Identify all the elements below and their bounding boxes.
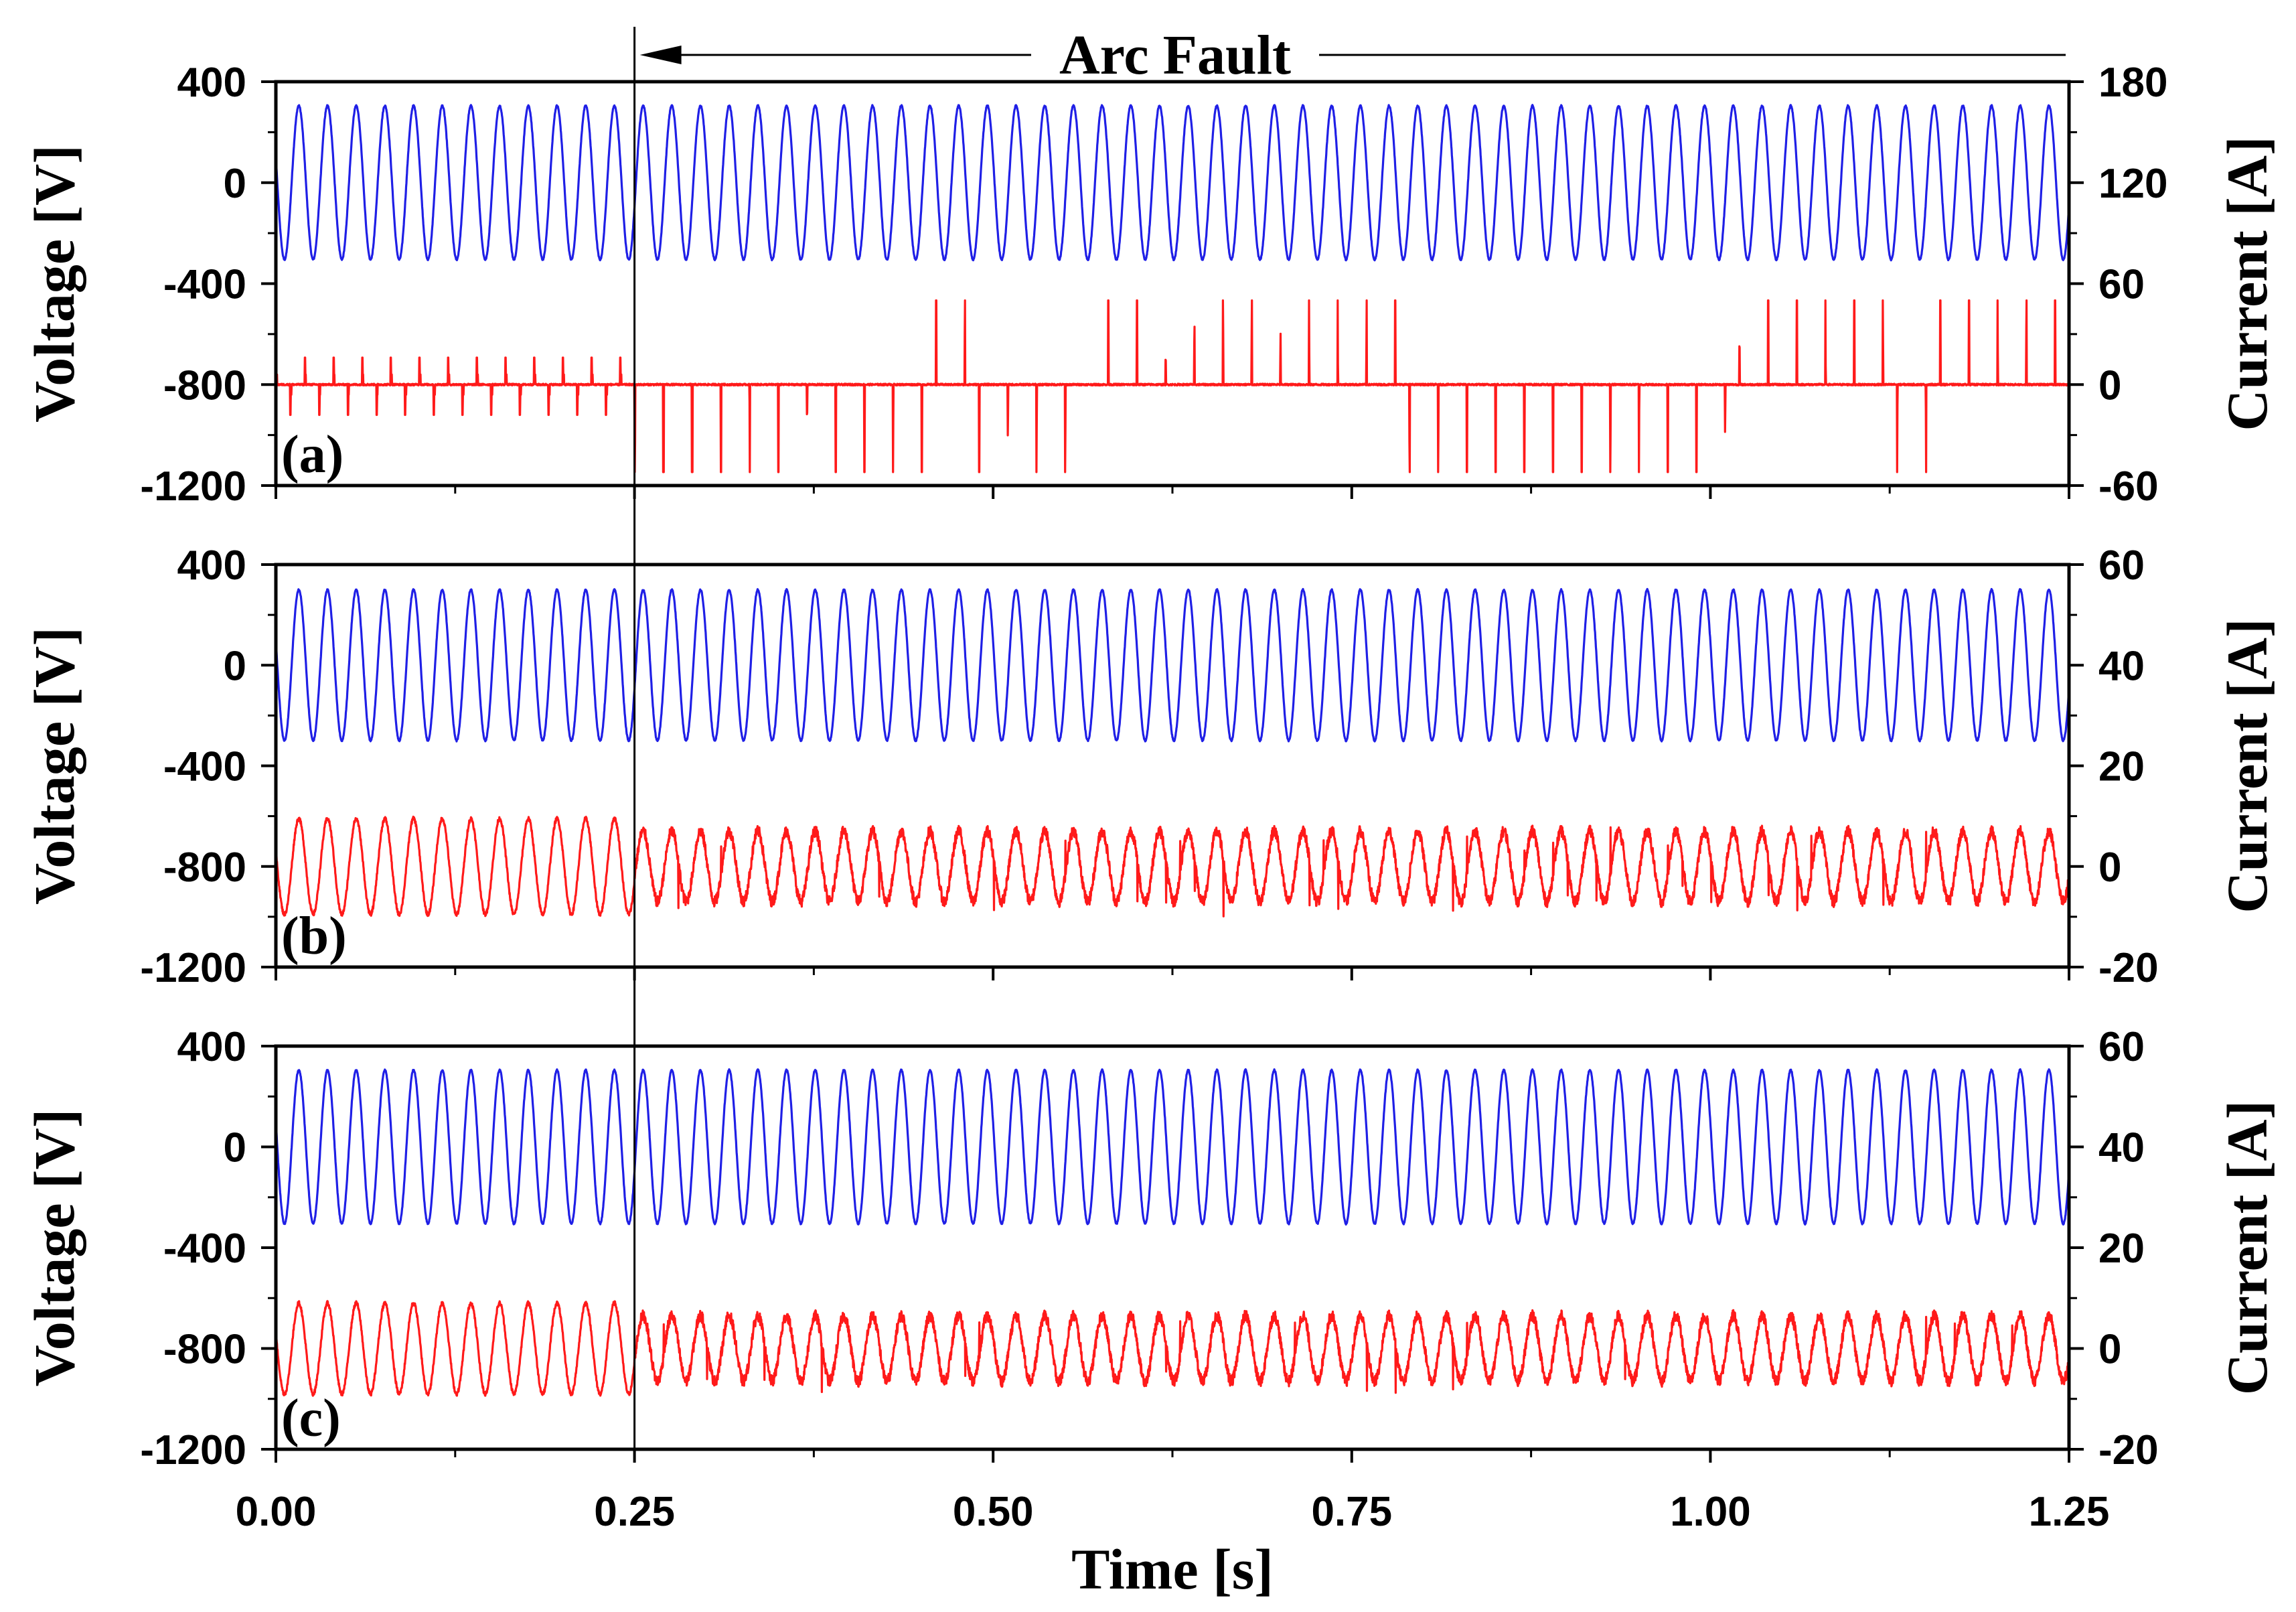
right-tick-label: 0	[2098, 845, 2121, 891]
panel-label: (b)	[281, 907, 347, 966]
arc-fault-label: Arc Fault	[1059, 24, 1291, 86]
left-tick-label: 0	[224, 1125, 246, 1171]
voltage-series-a	[275, 104, 2070, 262]
left-tick-label: -400	[163, 262, 246, 308]
left-tick-label: -800	[163, 362, 246, 409]
left-tick-label: 400	[177, 542, 246, 589]
panel-a: 400 0 -400 -800 -1200 180 120 60 0 -60 Voltage [V]…	[22, 60, 2279, 510]
left-tick-label: -400	[163, 1226, 246, 1272]
x-tick-label: 0.00	[236, 1489, 317, 1535]
panel-label: (a)	[281, 425, 343, 484]
left-axis-title: Voltage [V]	[22, 145, 86, 423]
left-axis-title: Voltage [V]	[22, 1109, 86, 1387]
left-tick-label: -1200	[140, 1427, 246, 1473]
left-axis-title: Voltage [V]	[22, 627, 86, 905]
x-tick-label: 0.75	[1311, 1489, 1392, 1535]
panel-label: (c)	[281, 1389, 341, 1448]
right-tick-label: 0	[2098, 362, 2121, 409]
voltage-series-b	[275, 587, 2070, 743]
right-tick-label: -60	[2098, 463, 2159, 510]
current-series-a	[275, 299, 2070, 473]
right-axis-title: Current [A]	[2215, 618, 2279, 913]
current-series-c	[275, 1300, 2070, 1397]
right-tick-label: 40	[2098, 1125, 2145, 1171]
x-tick-label: 1.25	[2029, 1489, 2110, 1535]
right-tick-label: 60	[2098, 262, 2145, 308]
right-tick-label: -20	[2098, 945, 2159, 991]
right-tick-label: 120	[2098, 161, 2167, 207]
right-tick-label: 0	[2098, 1327, 2121, 1373]
right-axis-title: Current [A]	[2215, 136, 2279, 431]
left-tick-label: 0	[224, 161, 246, 207]
plot-frame	[274, 80, 2071, 488]
left-tick-label: 400	[177, 1024, 246, 1070]
arc-fault-arrowhead	[639, 46, 682, 64]
x-axis: 0.00 0.25 0.50 0.75 1.00 1.25	[236, 1489, 2110, 1535]
right-tick-label: 20	[2098, 744, 2145, 790]
right-tick-label: 60	[2098, 1024, 2145, 1070]
left-tick-label: -800	[163, 845, 246, 891]
x-tick-label: 0.25	[594, 1489, 675, 1535]
right-tick-label: 40	[2098, 643, 2145, 689]
x-axis-title: Time [s]	[1071, 1537, 1274, 1601]
right-tick-label: 60	[2098, 542, 2145, 589]
left-tick-label: -800	[163, 1327, 246, 1373]
right-axis-title: Current [A]	[2215, 1100, 2279, 1395]
current-series-b	[275, 815, 2070, 918]
right-tick-label: -20	[2098, 1427, 2159, 1473]
left-tick-label: 400	[177, 60, 246, 106]
x-tick-label: 0.50	[953, 1489, 1034, 1535]
panel-b: 400 0 -400 -800 -1200 60 40 20 0 -20 Voltage [V] Cu…	[22, 542, 2279, 991]
left-tick-label: -400	[163, 744, 246, 790]
left-tick-label: 0	[224, 643, 246, 689]
left-tick-label: -1200	[140, 463, 246, 510]
panel-c: 400 0 -400 -800 -1200 60 40 20 0 -20 Voltage [V] Cu…	[22, 1024, 2279, 1473]
right-tick-label: 20	[2098, 1226, 2145, 1272]
voltage-series-c	[275, 1068, 2070, 1226]
x-tick-label: 1.00	[1670, 1489, 1751, 1535]
arc-fault-annotation: Arc Fault	[633, 24, 2066, 1449]
right-tick-label: 180	[2098, 60, 2167, 106]
left-tick-label: -1200	[140, 945, 246, 991]
